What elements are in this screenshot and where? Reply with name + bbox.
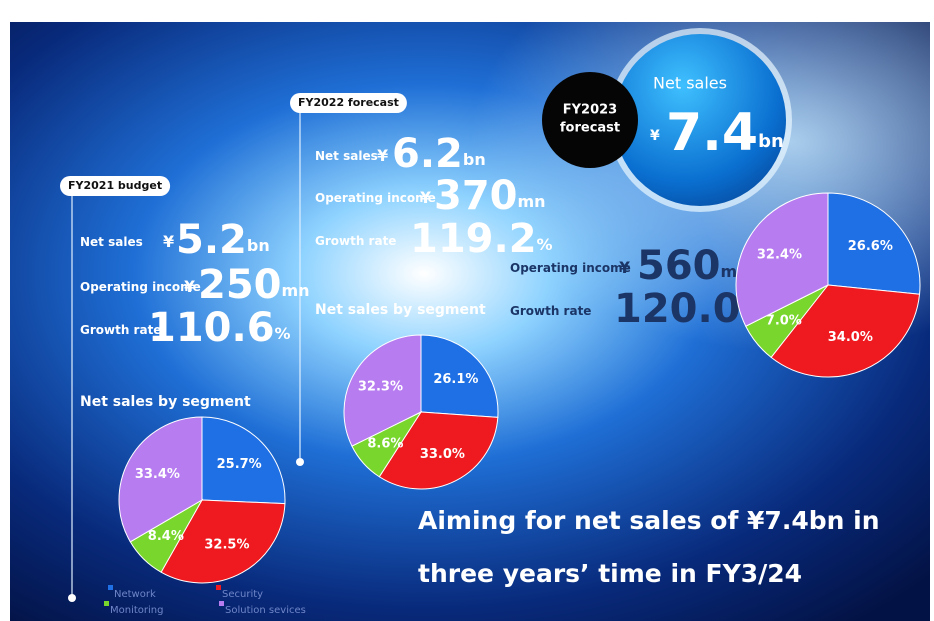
kpi-label: Growth rate	[315, 234, 396, 248]
kpi-label: Growth rate	[510, 304, 591, 318]
kpi-unit: %	[275, 324, 291, 343]
kpi-label: Net sales	[653, 74, 727, 93]
kpi-unit: %	[537, 235, 553, 254]
kpi-row: Growth rate 119.2%	[315, 216, 553, 262]
kpi-label: Growth rate	[80, 323, 161, 337]
pie-value-label: 8.6%	[367, 436, 403, 451]
legend-swatch	[216, 585, 221, 590]
kpi-value: 120.0	[614, 286, 741, 332]
pie-slice	[420, 334, 499, 418]
pie-value-label: 32.3%	[358, 379, 403, 394]
kpi-value: 7.4	[666, 103, 758, 163]
kpi-label: Operating income	[80, 280, 201, 294]
kpi-prefix: ¥	[650, 128, 660, 144]
kpi-prefix: ¥	[163, 232, 174, 251]
legend-label: Security	[222, 589, 263, 600]
kpi-row: Operating income¥250mn	[80, 262, 310, 308]
pie-value-label: 7.0%	[766, 314, 802, 329]
kpi-label: Net sales	[315, 149, 378, 163]
panel-label-bg	[290, 93, 407, 113]
pie-slice	[118, 416, 203, 543]
pie-slice	[827, 192, 921, 295]
pie-slice	[343, 334, 422, 447]
kpi-unit: mn	[518, 192, 546, 211]
kpi-label: Operating income	[510, 261, 631, 275]
pie-value-label: 32.4%	[757, 248, 802, 263]
kpi-unit: mn	[282, 281, 310, 300]
pie-value-label: 33.0%	[420, 447, 465, 462]
pie-title: Net sales by segment	[80, 394, 251, 410]
kpi-row: Net sales ¥5.2bn	[80, 217, 270, 263]
panel-label-text: FY2022 forecast	[298, 96, 399, 109]
legend-label: Solution sevices	[225, 605, 306, 616]
kpi-value: 119.2	[410, 216, 537, 262]
legend-label: Network	[114, 589, 156, 600]
pie-value-label: 33.4%	[135, 467, 180, 482]
pie-value-label: 25.7%	[217, 457, 262, 472]
pie-value-label: 26.1%	[433, 372, 478, 387]
legend-swatch	[104, 601, 109, 606]
kpi-unit: bn	[247, 236, 270, 255]
pie-value-label: 34.0%	[828, 330, 873, 345]
panel-label-text: FY2023	[563, 103, 617, 118]
kpi-value: 110.6	[148, 305, 275, 351]
kpi-unit: bn	[758, 131, 784, 152]
panel-label: FY2022 forecast	[290, 93, 407, 113]
kpi-value: 560	[637, 243, 721, 289]
pie-slice	[770, 284, 921, 378]
kpi-row: Operating income¥370mn	[315, 173, 546, 219]
panel-label: FY2021 budget	[60, 176, 171, 196]
legend-swatch	[219, 601, 224, 606]
panel-label-bg	[60, 176, 171, 196]
kpi-prefix: ¥	[184, 277, 195, 296]
timeline-dot	[296, 458, 304, 466]
pie-slice	[201, 416, 286, 505]
kpi-value: 6.2	[392, 131, 463, 177]
kpi-unit: bn	[463, 150, 486, 169]
headline: Aiming for net sales of ¥7.4bn in	[418, 506, 880, 535]
panel-label-text: FY2021 budget	[68, 179, 162, 192]
pie-title: Net sales by segment	[315, 302, 486, 318]
kpi-value: 5.2	[176, 217, 247, 263]
kpi-row: ¥7.4bn	[650, 103, 784, 163]
legend-swatch	[108, 585, 113, 590]
pie-slice	[735, 192, 829, 327]
net-sales-circle	[614, 34, 786, 206]
legend-label: Monitoring	[110, 605, 163, 616]
kpi-prefix: ¥	[619, 258, 630, 277]
pie-value-label: 8.4%	[148, 529, 184, 544]
kpi-value: 250	[198, 262, 282, 308]
kpi-value: 370	[434, 173, 518, 219]
kpi-row: Net sales¥6.2bn	[315, 131, 486, 177]
kpi-row: Growth rate110.6%	[80, 305, 291, 351]
kpi-prefix: ¥	[420, 188, 431, 207]
kpi-row: Operating income¥ 560mn	[510, 243, 749, 289]
timeline-dot	[68, 594, 76, 602]
fy-badge	[542, 72, 638, 168]
panel-label-text: forecast	[560, 121, 620, 136]
headline: three years’ time in FY3/24	[418, 559, 802, 588]
kpi-label: Operating income	[315, 191, 436, 205]
pie-value-label: 32.5%	[204, 538, 249, 553]
pie-slice	[160, 499, 286, 584]
pie-value-label: 26.6%	[848, 239, 893, 254]
kpi-label: Net sales	[80, 235, 143, 249]
kpi-prefix: ¥	[377, 146, 388, 165]
